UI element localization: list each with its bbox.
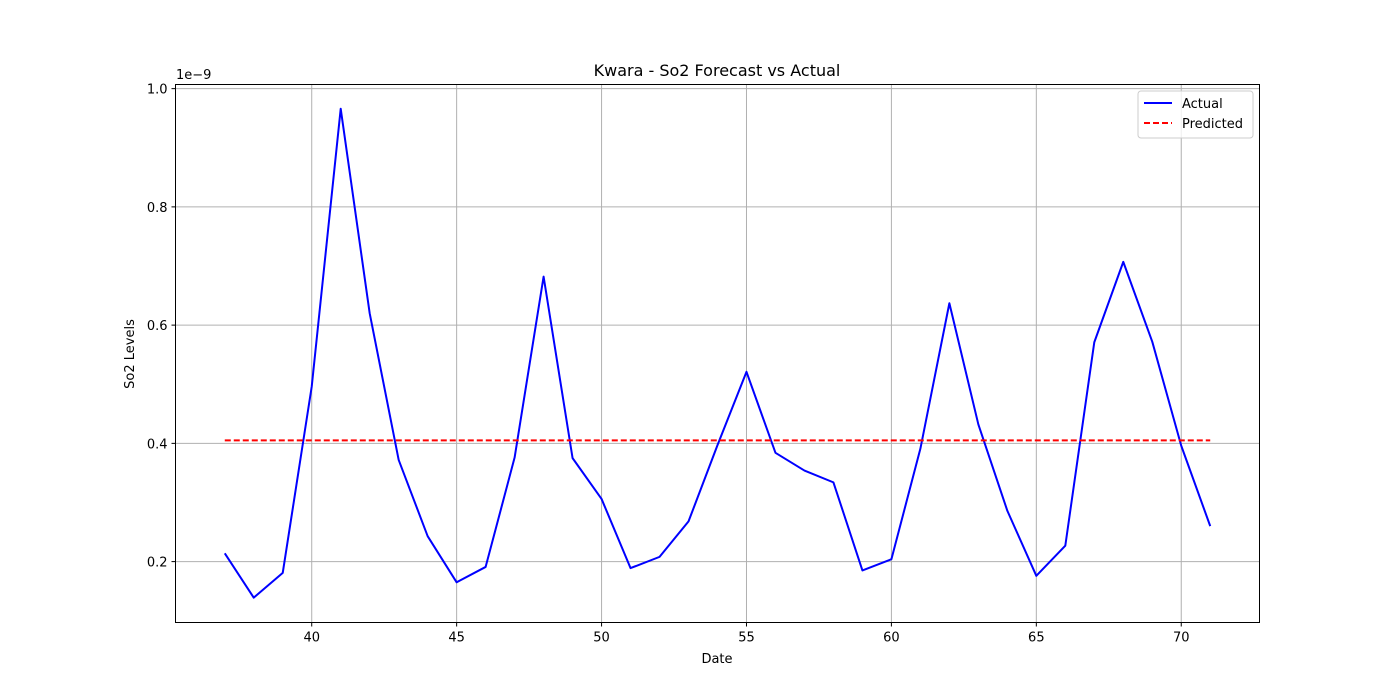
x-tick-label: 45	[448, 631, 465, 646]
legend-label-actual: Actual	[1182, 97, 1223, 112]
y-axis: 0.2 0.4 0.6 0.8 1.0	[147, 83, 176, 571]
x-tick-label: 65	[1028, 631, 1045, 646]
x-tick-label: 50	[593, 631, 610, 646]
legend-label-predicted: Predicted	[1182, 117, 1243, 132]
series-layer	[223, 107, 1212, 599]
y-axis-label: So2 Levels	[123, 319, 138, 389]
chart-title: Kwara - So2 Forecast vs Actual	[594, 61, 841, 80]
x-tick-label: 40	[303, 631, 320, 646]
y-tick-label: 0.8	[147, 201, 168, 216]
y-tick-label: 0.2	[147, 556, 168, 571]
x-axis: 40 45 50 55 60 65 70	[303, 622, 1190, 646]
legend: Actual Predicted	[1137, 90, 1254, 139]
x-tick-label: 55	[738, 631, 755, 646]
y-tick-label: 0.4	[147, 437, 168, 452]
y-tick-label: 1.0	[147, 83, 168, 98]
y-offset-label: 1e−9	[176, 68, 211, 83]
y-tick-label: 0.6	[147, 319, 168, 334]
x-axis-label: Date	[701, 652, 732, 667]
x-tick-label: 70	[1173, 631, 1190, 646]
plot-frame	[175, 84, 1260, 623]
x-tick-label: 60	[883, 631, 900, 646]
grid	[175, 84, 1260, 623]
series-line-actual	[223, 107, 1212, 599]
